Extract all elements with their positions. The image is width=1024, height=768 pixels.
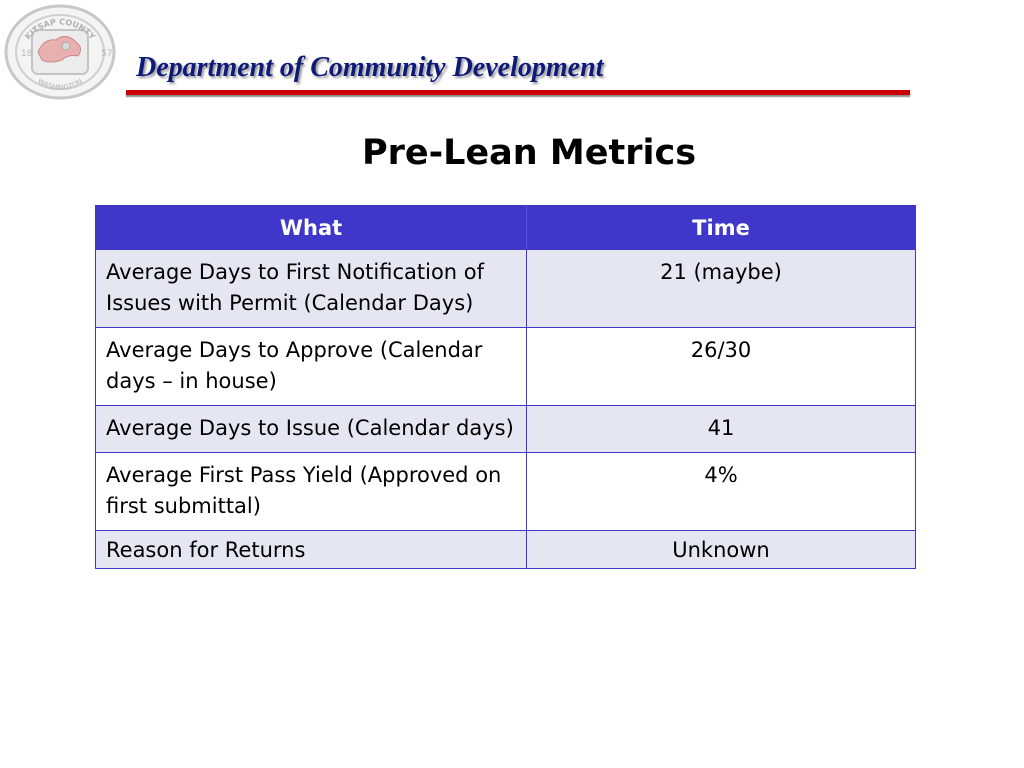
header-divider: [126, 90, 910, 95]
row-time-cell: Unknown: [526, 530, 916, 569]
row-what-cell: Reason for Returns: [95, 530, 527, 569]
row-what-cell: Average First Pass Yield (Approved on fi…: [95, 452, 527, 531]
row-what-cell: Average Days to Issue (Calendar days): [95, 405, 527, 453]
department-title: Department of Community Development: [136, 52, 604, 83]
kitsap-county-seal: KITSAP COUNTY WASHINGTON 18 57: [4, 4, 116, 100]
seal-year-left: 18: [21, 49, 33, 59]
table-row: Average Days to Approve (Calendar days –…: [95, 327, 916, 406]
row-time-cell: 26/30: [526, 327, 916, 406]
table-row: Average Days to First Notification of Is…: [95, 249, 916, 328]
metrics-table: What Time Average Days to First Notifica…: [95, 205, 916, 569]
table-row: Average First Pass Yield (Approved on fi…: [95, 452, 916, 531]
row-what-cell: Average Days to Approve (Calendar days –…: [95, 327, 527, 406]
column-header-time: Time: [526, 205, 916, 250]
row-time-cell: 4%: [526, 452, 916, 531]
table-row: Reason for Returns Unknown: [95, 530, 916, 569]
row-time-cell: 41: [526, 405, 916, 453]
table-row: Average Days to Issue (Calendar days) 41: [95, 405, 916, 453]
table-header-row: What Time: [95, 205, 916, 250]
row-what-cell: Average Days to First Notification of Is…: [95, 249, 527, 328]
column-header-what: What: [95, 205, 527, 250]
slide-title: Pre-Lean Metrics: [361, 133, 697, 173]
seal-year-right: 57: [101, 49, 112, 59]
row-time-cell: 21 (maybe): [526, 249, 916, 328]
